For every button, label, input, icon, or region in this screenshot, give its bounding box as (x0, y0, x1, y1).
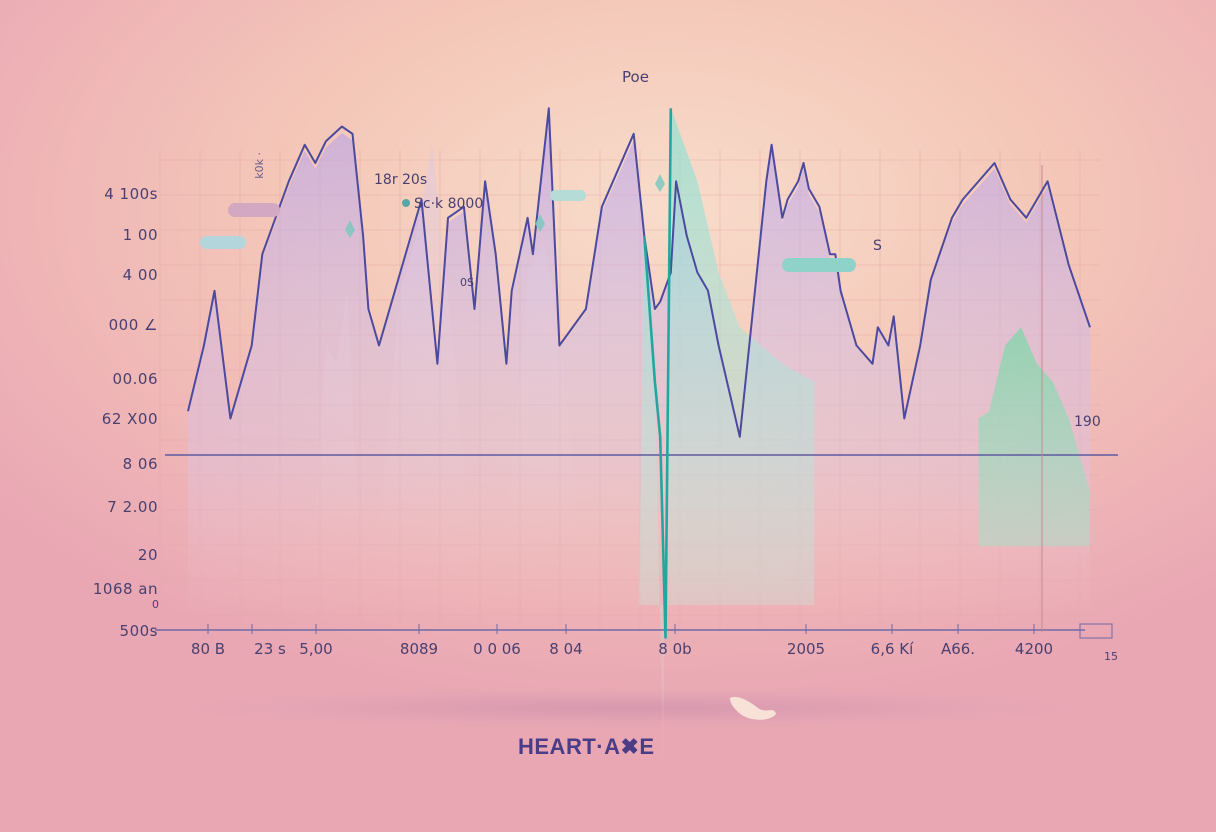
x-tick-label: 0 0 06 (473, 640, 521, 658)
axes (155, 165, 1118, 639)
brand-logo-text: HEART·A✖E (518, 734, 655, 759)
y-zero-label: 0 (152, 598, 159, 611)
x-tick-label: 8 0b (658, 640, 692, 658)
axis-end-box (1079, 623, 1113, 639)
marker-icon (345, 220, 355, 238)
annotation: Sc·k 8000 (414, 196, 484, 212)
area-fill-mist (315, 144, 581, 545)
x-tick-label: 8 04 (549, 640, 583, 658)
annotation: k0k · (253, 152, 266, 179)
y-tick-label: 000 ∠ (108, 316, 158, 334)
marker-icon (535, 214, 545, 232)
y-tick-label: 500s (119, 622, 158, 640)
series-lines (187, 107, 1091, 639)
x-tick-label: A66. (940, 640, 976, 658)
x-tick-label: 80 B (190, 640, 226, 658)
x-tick-label: 2005 (786, 640, 826, 658)
y-tick-label: 4 00 (122, 266, 158, 284)
y-tick-label: 00.06 (112, 370, 158, 388)
decorative-pill (228, 203, 280, 217)
series-line-0 (187, 107, 1091, 438)
decorative-pill (550, 190, 586, 201)
annotation-dot-icon (402, 199, 410, 207)
annotation: S (873, 238, 882, 254)
x-tick-label: 8089 (399, 640, 439, 658)
y-tick-label: 20 (137, 546, 158, 564)
area-fill-teal (639, 108, 815, 784)
y-tick-label: 1 00 (122, 226, 158, 244)
y-tick-label: 62 X00 (101, 410, 158, 428)
x-axis-end-label: 15 (1104, 650, 1118, 663)
x-tick-label: 6,6 Kí (870, 640, 914, 658)
x-tick-label: 23 s (254, 640, 286, 658)
annotation: 0S (460, 276, 474, 289)
decorative-pill (200, 236, 246, 249)
heart-icon (730, 696, 776, 720)
chart-title: Poe (622, 68, 649, 86)
x-tick-label: 4200 (1014, 640, 1054, 658)
y-tick-label: 7 2.00 (107, 498, 158, 516)
area-fill-green (978, 327, 1090, 547)
decorations (345, 174, 665, 238)
y-tick-label: 8 06 (122, 455, 158, 473)
annotation: 18r 20s (374, 172, 428, 188)
area-fills (188, 108, 1090, 784)
x-tick-label: 5,00 (299, 640, 333, 658)
annotation: 190 (1074, 414, 1101, 430)
y-tick-label: 4 100s (104, 185, 158, 203)
decorative-pill (782, 258, 856, 272)
marker-icon (655, 174, 665, 192)
floor-shadow (190, 688, 1070, 728)
y-tick-label: 1068 an (92, 580, 158, 598)
series-line-1 (643, 108, 673, 639)
